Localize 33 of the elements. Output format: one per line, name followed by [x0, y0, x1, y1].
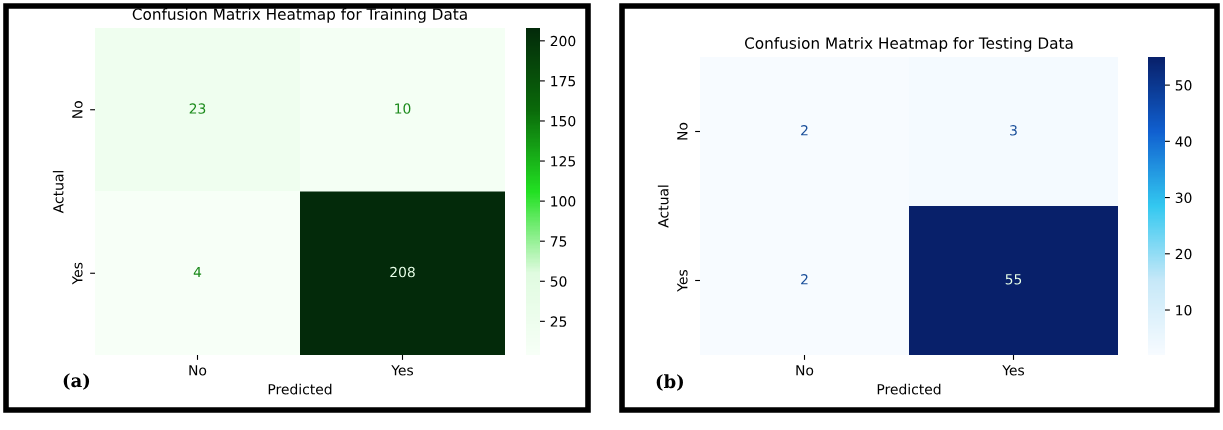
color-bar-label: 40: [1175, 136, 1192, 147]
data-label: 3: [1010, 125, 1017, 136]
chart-title: Confusion Matrix Heatmap for Training Data: [132, 8, 467, 23]
y-axis-title: Actual: [52, 171, 64, 214]
color-bar-label: 100: [551, 196, 576, 207]
data-label: 2: [801, 125, 808, 136]
text: (b): [656, 374, 683, 391]
x-tick-label: No: [796, 365, 814, 376]
color-bar-label: 10: [1176, 304, 1192, 316]
color-bar-label: 20: [1175, 248, 1192, 260]
color-bar-label: 25: [550, 316, 567, 327]
x-tick-label: No: [189, 365, 207, 376]
x-axis-title: Predicted: [877, 383, 941, 395]
data-label: 208: [390, 266, 415, 278]
color-bar-label: 50: [1175, 80, 1192, 91]
color-bar-label: 200: [550, 35, 576, 47]
data-label: 4: [193, 266, 202, 278]
x-axis-title: Predicted: [268, 383, 332, 395]
chart-title: Confusion Matrix Heatmap for Testing Data: [744, 37, 1073, 52]
x-tick-label: Yes: [1002, 365, 1025, 376]
data-label: 2: [801, 274, 808, 285]
color-bar-label: 75: [550, 236, 567, 247]
color-bar-label: 50: [550, 276, 567, 287]
data-label: 23: [189, 103, 206, 114]
color-bar-label: 30: [1175, 192, 1192, 204]
color-bar-label: 150: [551, 115, 576, 127]
x-tick-label: Yes: [391, 365, 414, 376]
y-axis-title: Actual: [657, 185, 669, 228]
color-bar-label: 175: [551, 76, 576, 87]
text: (a): [63, 373, 90, 390]
data-label: 55: [1005, 274, 1022, 285]
color-bar-label: 125: [551, 156, 576, 167]
data-label: 10: [395, 103, 411, 114]
